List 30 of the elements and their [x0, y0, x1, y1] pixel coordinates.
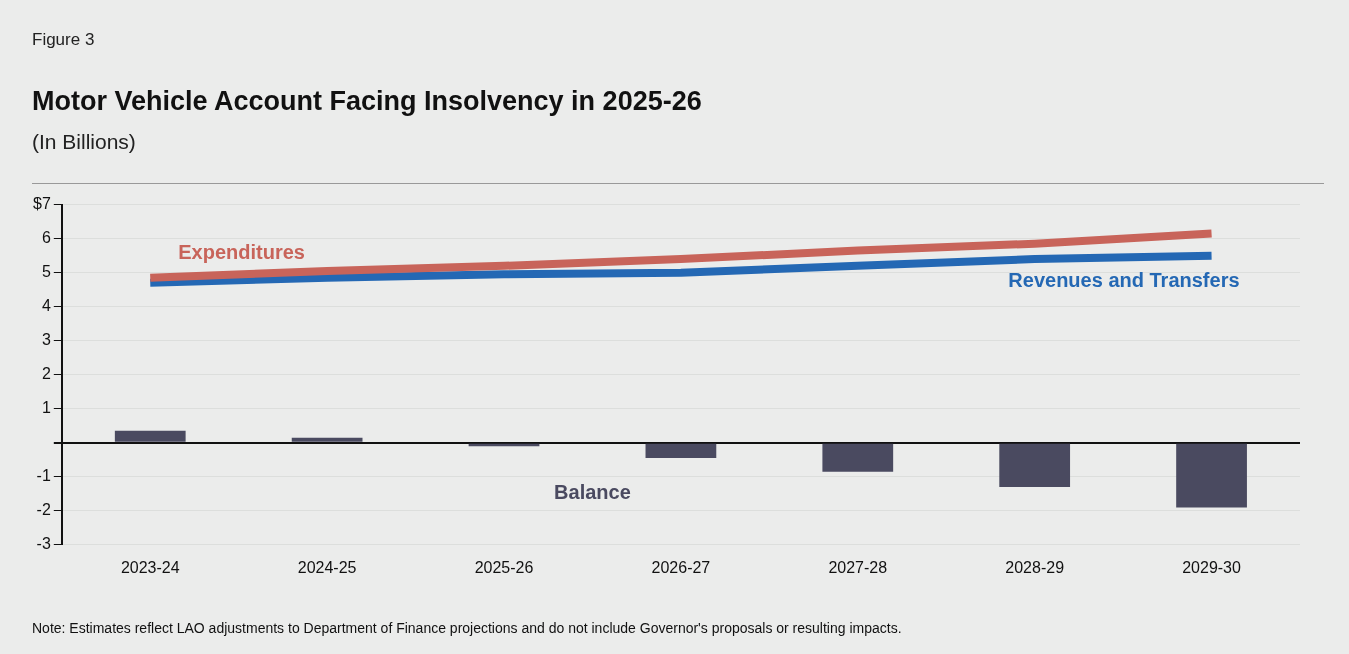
caption: Figure 3 — [32, 30, 95, 50]
y-tick-label: $7 — [33, 195, 51, 213]
x-tick-label: 2025-26 — [474, 558, 534, 576]
y-tick-label: 5 — [41, 263, 51, 281]
bar — [645, 443, 717, 459]
x-tick-label: 2027-28 — [828, 558, 888, 576]
text: Note: Estimates reflect LAO adjustments to Department of Finance projections and do not include Governor's proposals or resulting impacts. — [32, 620, 902, 636]
series-label: Balance — [554, 481, 631, 504]
chart-subtitle: (In Billions) — [32, 130, 136, 154]
x-tick-label: 2029-30 — [1182, 558, 1242, 576]
y-tick-label: -3 — [36, 535, 51, 553]
y-tick-label: 3 — [41, 331, 51, 349]
y-tick-label: 6 — [41, 229, 51, 247]
bar — [822, 443, 894, 472]
series-label: Expenditures — [178, 241, 305, 264]
y-tick-label: 2 — [41, 365, 51, 383]
chart-title: Motor Vehicle Account Facing Insolvency in 2025-26 — [32, 86, 702, 117]
bar — [999, 443, 1071, 487]
y-tick-label: -1 — [36, 467, 51, 485]
bar — [291, 437, 363, 442]
x-tick-label: 2028-29 — [1005, 558, 1065, 576]
x-tick-label: 2024-25 — [297, 558, 357, 576]
series-label: Revenues and Transfers — [1008, 269, 1240, 292]
y-tick-label: 4 — [41, 297, 51, 315]
bar — [114, 430, 186, 442]
x-tick-label: 2023-24 — [120, 558, 180, 576]
bar — [1176, 443, 1247, 508]
y-tick-label: -2 — [36, 501, 51, 519]
y-tick-label: 1 — [41, 399, 51, 417]
x-tick-label: 2026-27 — [651, 558, 711, 576]
